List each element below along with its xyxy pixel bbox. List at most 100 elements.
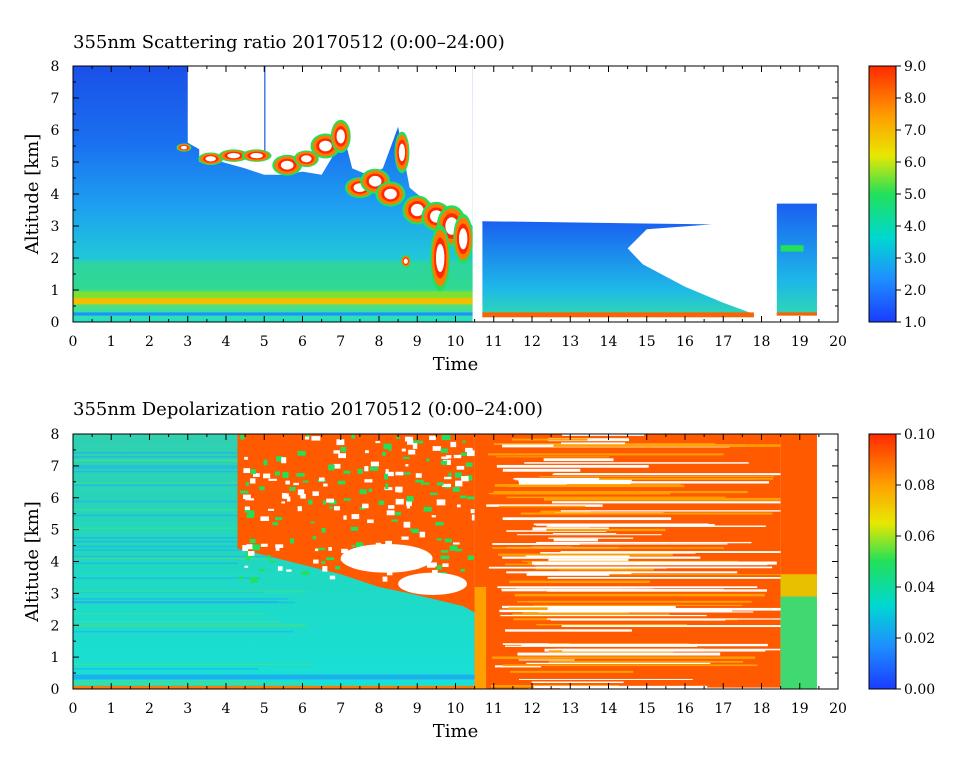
noise-cell [445,455,452,459]
noise-streak [527,543,728,545]
x-tick-label: 8 [375,334,384,350]
noise-streak [560,510,781,512]
streak [73,508,291,511]
noise-cell [282,472,289,479]
noise-cell [286,569,292,572]
y-tick-label: 2 [51,618,60,634]
x-tick-label: 19 [791,334,809,350]
noise-streak [554,473,613,475]
noise-cell [329,575,336,580]
noise-streak [525,481,770,484]
noise-streak [491,492,671,495]
noise-streak [551,501,781,504]
noise-cell [406,500,412,507]
near-surface-band [73,674,475,680]
noise-streak [508,484,685,488]
noise-cell [244,456,248,460]
noise-cell [385,471,394,477]
streak [73,456,291,458]
noise-streak [555,480,600,483]
noise-cell [277,566,283,571]
noise-streak [553,533,617,535]
noise-cell [421,482,430,485]
noise-cell [436,565,442,570]
noise-streak [512,613,670,616]
noise-cell [333,506,340,511]
late-segment-upper [780,434,817,578]
noise-streak [552,473,781,476]
streak [73,598,289,600]
noise-cell [388,505,395,509]
noise-cell [432,446,442,451]
noise-streak [536,541,752,544]
noise-cell [378,500,385,505]
noise-streak [514,593,765,597]
noise-cell [395,436,401,439]
noise-cell [426,458,430,462]
noise-cell [249,478,256,484]
noise-streak [540,510,591,514]
streak [73,663,314,666]
colorbar-tick-label: 0.08 [904,478,935,494]
noise-streak [492,547,724,549]
noise-cell [460,452,470,456]
cloud-saturated [301,155,312,163]
noise-streak [505,645,698,647]
noise-cell [460,568,465,572]
x-tick-label: 0 [69,701,78,717]
heatmap-field [73,434,817,689]
noise-cell [333,463,341,469]
noise-cell [369,466,379,471]
streak [73,459,296,462]
noise-cell [459,495,467,499]
noise-cell [405,464,409,467]
residual-layer [482,221,754,318]
x-tick-label: 19 [791,701,809,717]
streak [73,613,266,615]
noise-cell [343,498,351,501]
noise-cell [436,482,444,486]
cloud-saturated [319,140,332,152]
y-tick-label: 8 [51,427,60,443]
noise-cell [435,521,444,526]
noise-cell [268,478,277,481]
noise-cell [243,494,251,500]
noise-cell [311,436,321,441]
noise-cell [275,517,283,521]
noise-streak [518,482,567,485]
noise-cell [329,506,333,509]
noise-cell [466,450,475,457]
surface-band [73,312,473,316]
x-axis-label: Time [433,354,478,375]
data-gap [199,66,223,162]
noise-cell [453,542,460,545]
colorbar-tick-label: 0.06 [904,529,935,545]
noise-streak [496,456,610,458]
x-tick-label: 17 [714,701,732,717]
noise-cell [412,440,421,444]
noise-cell [429,435,436,441]
y-tick-label: 0 [51,315,60,331]
noise-streak [505,629,632,632]
noise-streak [516,586,654,589]
noise-streak [501,605,676,609]
noise-cell [249,577,258,583]
noise-cell [338,453,346,459]
noise-cell [455,480,463,487]
noise-cell [246,557,250,561]
noise-cell [432,569,438,575]
noise-cell [452,487,460,492]
noise-cell [340,446,347,452]
noise-streak [506,496,726,499]
y-tick-label: 2 [51,251,60,267]
noise-cell [343,470,351,474]
noise-streak [509,580,650,584]
noise-cell [406,440,414,445]
y-axis-label: Altitude [km] [22,134,43,256]
noise-cell [404,472,411,475]
noise-streak [546,528,666,532]
noise-cell [465,462,473,467]
x-tick-label: 14 [600,701,618,717]
colorbar [868,433,897,690]
cloud-saturated [280,160,294,170]
